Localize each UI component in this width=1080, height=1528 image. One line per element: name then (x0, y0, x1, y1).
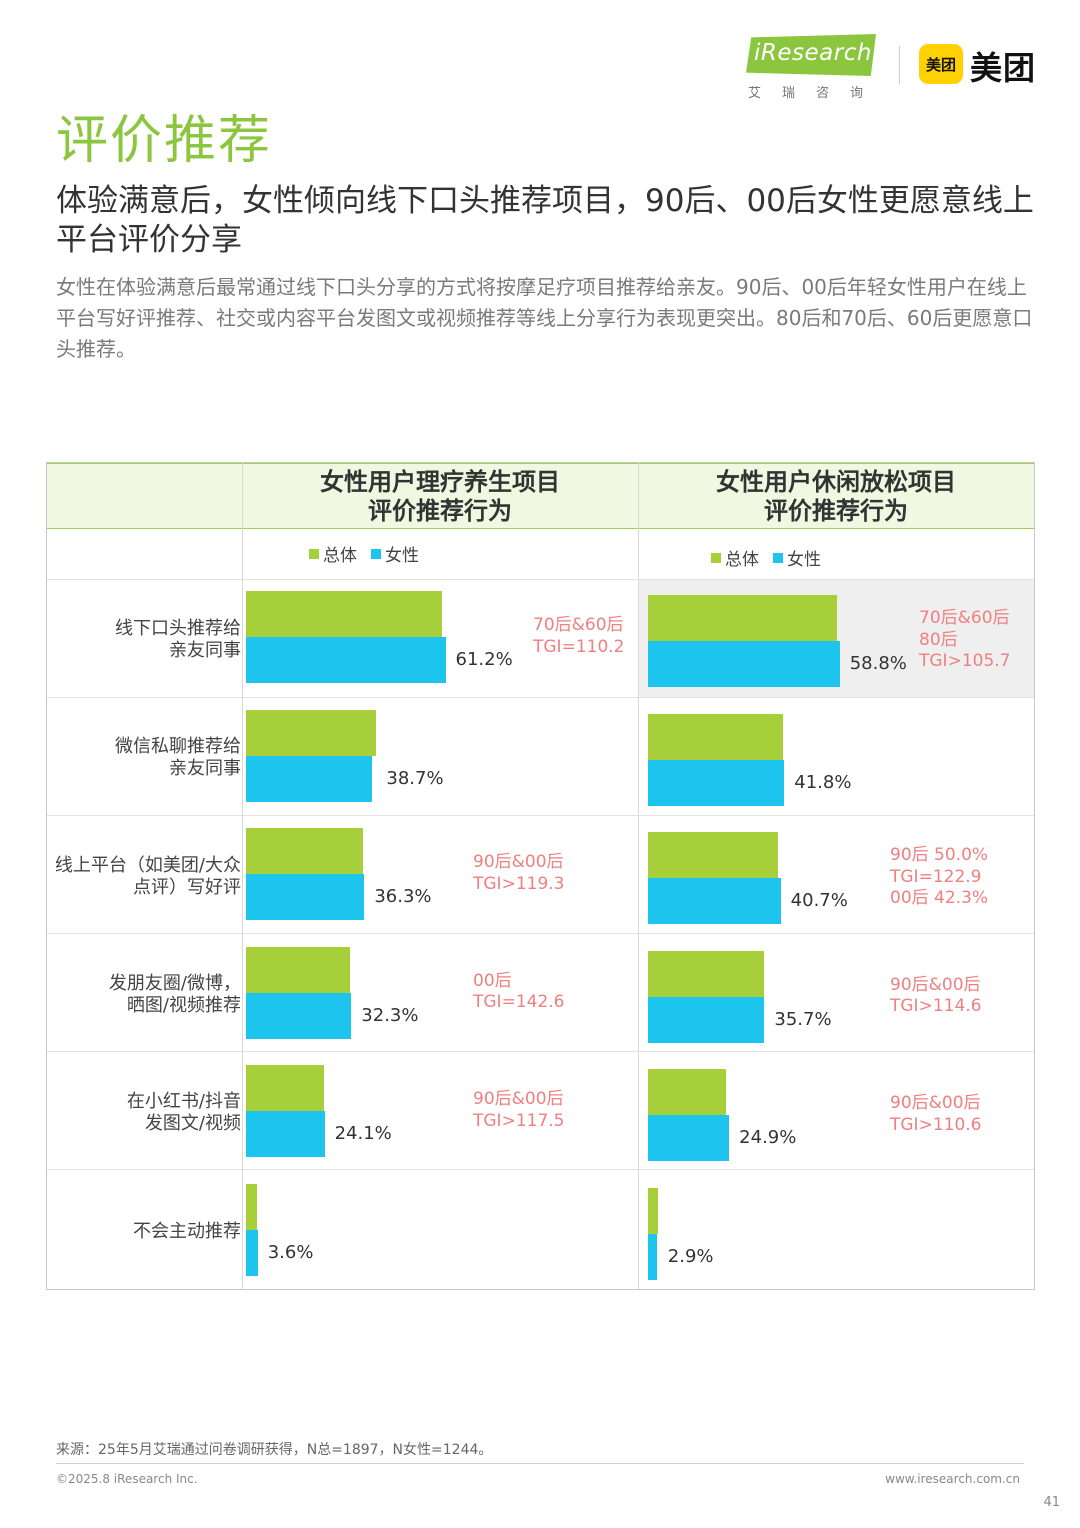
row-divider (47, 697, 1034, 698)
bar-female (648, 641, 840, 687)
value-label: 36.3% (374, 886, 432, 908)
bar-total (246, 1065, 325, 1112)
legend-swatch-female (773, 552, 783, 563)
row-label-wechat-private-chat: 微信私聊推荐给 亲友同事 (115, 736, 241, 779)
table-header-topline (46, 462, 1035, 464)
legend-swatch-female (371, 548, 381, 559)
value-label: 35.7% (774, 1008, 832, 1030)
legend-swatch-total (711, 552, 721, 563)
legend-label-total: 总体 (725, 550, 759, 570)
legend-label-total: 总体 (323, 546, 357, 566)
bar-total (648, 1188, 658, 1234)
bar-total (246, 709, 377, 756)
tgi-annotation: 90后&00后 TGI>110.6 (890, 1093, 982, 1135)
value-label: 2.9% (667, 1246, 714, 1267)
row-label-online-review: 线上平台（如美团/大众 点评）写好评 (54, 855, 241, 898)
value-label: 38.7% (386, 767, 444, 789)
row-divider (47, 815, 1034, 816)
tgi-annotation: 90后&00后 TGI>114.6 (890, 974, 982, 1017)
tgi-annotation: 70后&60后 80后 TGI>105.7 (919, 608, 1011, 671)
value-label: 32.3% (361, 1004, 419, 1026)
bar-total (246, 1184, 258, 1230)
page-title: 评价推荐 (56, 111, 273, 171)
meituan-logo-icon: 美团 (919, 44, 963, 84)
value-label: 40.7% (790, 890, 848, 912)
bar-total (648, 832, 779, 879)
logo-separator (899, 46, 900, 84)
bar-female (246, 755, 373, 802)
bar-female (246, 1111, 325, 1158)
row-divider (47, 933, 1034, 934)
chart-title-therapy: 女性用户理疗养生项目 评价推荐行为 (320, 468, 560, 525)
source-note: 来源：25年5月艾瑞通过问卷调研获得，N总=1897，N女性=1244。 (56, 1442, 493, 1458)
value-label: 61.2% (455, 649, 513, 670)
bar-total (246, 591, 442, 637)
headline: 体验满意后，女性倾向线下口头推荐项目，90后、00后女性更愿意线上平台评价分享 (56, 183, 1034, 258)
iresearch-logo: iResearch (746, 34, 876, 76)
legend-swatch-total (309, 548, 319, 559)
row-label-xiaohongshu-douyin: 在小红书/抖音 发图文/视频 (126, 1091, 241, 1134)
bar-total (648, 1069, 727, 1116)
description: 女性在体验满意后最常通过线下口头分享的方式将按摩足疗项目推荐给亲友。90后、00… (56, 275, 1033, 361)
table-frame (46, 462, 1035, 1290)
row-divider (47, 1169, 1034, 1170)
tgi-annotation: 90后 50.0% TGI=122.9 00后 42.3% (890, 845, 989, 909)
bar-total (246, 946, 351, 993)
bar-total (246, 828, 364, 875)
row-divider (47, 1051, 1034, 1052)
bar-total (648, 713, 784, 760)
legend-label-female: 女性 (385, 546, 419, 566)
iresearch-logo-text: iResearch (754, 40, 872, 66)
tgi-annotation: 90后&00后 TGI>117.5 (473, 1089, 565, 1131)
iresearch-logo-subtitle: 艾瑞咨询 (748, 86, 885, 101)
table-header-band (47, 463, 1034, 529)
bar-female (648, 1234, 658, 1280)
value-label: 24.1% (334, 1123, 392, 1145)
bar-female (648, 996, 765, 1043)
tgi-annotation: 90后&00后 TGI>119.3 (473, 852, 565, 894)
legend-label-female: 女性 (787, 550, 821, 570)
row-label-moments-weibo: 发朋友圈/微博， 晒图/视频推荐 (108, 973, 241, 1016)
row-label-offline-word-of-mouth: 线下口头推荐给 亲友同事 (115, 618, 241, 661)
copyright: ©2025.8 iResearch Inc. (56, 1472, 198, 1486)
value-label: 41.8% (794, 771, 852, 793)
meituan-logo-text: 美团 (970, 49, 1037, 87)
tgi-annotation: 70后&60后 TGI=110.2 (533, 615, 625, 657)
legend-therapy: 总体 女性 (309, 541, 433, 566)
bar-total (648, 950, 764, 997)
column-divider-charts (638, 463, 639, 1289)
value-label: 3.6% (267, 1242, 314, 1263)
row-label-no-recommendation: 不会主动推荐 (133, 1221, 241, 1242)
bar-female (246, 874, 365, 921)
column-divider-label (242, 463, 243, 1289)
legend-leisure: 总体 女性 (711, 545, 835, 570)
bar-female (648, 1115, 730, 1162)
bar-female (246, 1230, 258, 1276)
tgi-annotation: 00后 TGI=142.6 (473, 970, 565, 1013)
chart-title-leisure: 女性用户休闲放松项目 评价推荐行为 (716, 468, 956, 525)
bar-female (246, 637, 446, 683)
website-link[interactable]: www.iresearch.com.cn (885, 1472, 1020, 1486)
page-number: 41 (1043, 1495, 1060, 1510)
row-divider (47, 579, 1034, 580)
bar-total (648, 595, 838, 641)
bar-female (648, 878, 781, 925)
value-label: 24.9% (739, 1127, 797, 1149)
value-label: 58.8% (849, 653, 907, 674)
bar-female (246, 992, 352, 1039)
bar-female (648, 759, 785, 806)
footer-divider (56, 1463, 1024, 1464)
